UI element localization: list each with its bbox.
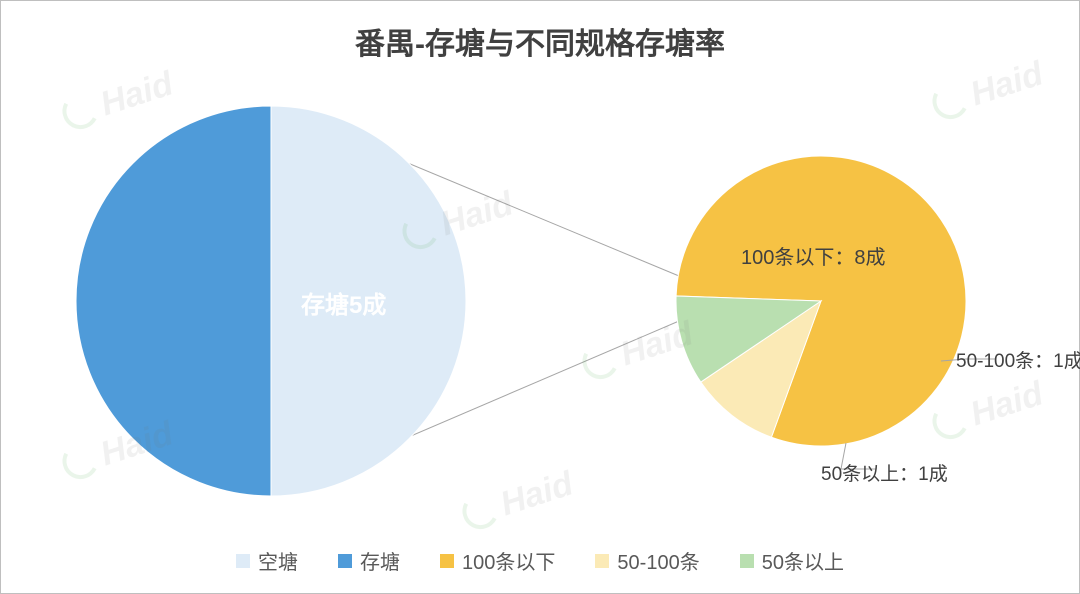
legend-swatch [440,554,454,568]
legend-item: 空塘 [236,546,298,575]
legend-label: 50条以上 [762,546,844,575]
left-slice-label: 存塘5成 [301,285,386,320]
right-slice-label-3: 50条以上：1成 [821,459,948,486]
chart-frame: 番禺-存塘与不同规格存塘率 存塘5成 100条以下：8成 50-100条：1成 … [0,0,1080,594]
legend-swatch [236,554,250,568]
legend-label: 50-100条 [617,546,699,575]
right-slice-label-1: 100条以下：8成 [741,241,886,270]
legend-item: 50条以上 [740,546,844,575]
pie-area: 存塘5成 100条以下：8成 50-100条：1成 50条以上：1成 [1,71,1079,533]
legend-item: 50-100条 [595,546,699,575]
legend: 空塘 存塘 100条以下 50-100条 50条以上 [1,546,1079,575]
legend-label: 100条以下 [462,546,555,575]
legend-item: 100条以下 [440,546,555,575]
legend-label: 空塘 [258,546,298,575]
chart-title: 番禺-存塘与不同规格存塘率 [1,19,1079,63]
legend-swatch [740,554,754,568]
right-slice-label-2: 50-100条：1成 [956,346,1080,373]
legend-swatch [338,554,352,568]
legend-item: 存塘 [338,546,400,575]
legend-swatch [595,554,609,568]
legend-label: 存塘 [360,546,400,575]
